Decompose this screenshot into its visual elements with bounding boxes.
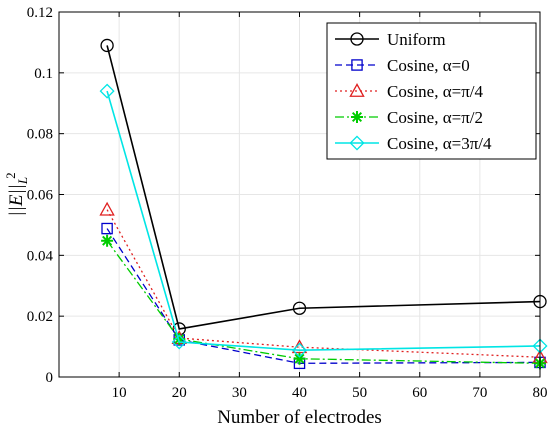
- x-axis-label: Number of electrodes: [217, 407, 382, 428]
- y-axis-label-main: ||E||: [6, 184, 27, 217]
- y-tick-label: 0.06: [27, 188, 54, 204]
- series-lines: [99, 38, 548, 370]
- series-4: [99, 83, 548, 358]
- y-axis-label-superscript: 2: [3, 172, 18, 179]
- legend-label: Uniform: [387, 30, 446, 49]
- marker-circle: [292, 301, 307, 315]
- marker-diamond: [291, 342, 308, 358]
- marker-square: [101, 222, 113, 235]
- legend-item: Cosine, α=π/4: [335, 82, 484, 101]
- legend-label: Cosine, α=π/4: [387, 82, 484, 101]
- legend-item: Cosine, α=0: [335, 56, 470, 75]
- x-tick-label: 20: [172, 385, 187, 401]
- x-tick-label: 80: [533, 385, 548, 401]
- legend-label: Cosine, α=3π/4: [387, 134, 492, 153]
- x-tick-label: 40: [292, 385, 307, 401]
- y-tick-label: 0.04: [27, 248, 54, 264]
- y-tick-label: 0: [46, 370, 54, 386]
- marker-diamond: [99, 83, 115, 99]
- marker-diamond: [171, 334, 187, 350]
- y-axis-label-subscript: L: [15, 177, 30, 185]
- y-tick-label: 0.12: [27, 5, 53, 21]
- legend-label: Cosine, α=π/2: [387, 108, 483, 127]
- legend-item: Cosine, α=π/2: [335, 108, 483, 127]
- legend: Uniform Cosine, α=0 Cosine, α=π/4 Cosine, α…: [326, 22, 537, 160]
- y-tick-label: 0.08: [27, 127, 53, 143]
- series-line: [106, 209, 541, 358]
- y-axis-label: ||E||L2: [3, 172, 30, 216]
- marker-asterisk: [293, 352, 306, 365]
- marker-asterisk: [173, 332, 186, 345]
- series-line: [106, 240, 541, 364]
- series-line: [106, 90, 541, 352]
- legend-item: Cosine, α=3π/4: [335, 134, 492, 153]
- marker-triangle: [349, 83, 365, 97]
- marker-asterisk: [101, 234, 114, 247]
- axis-ticks: 10 20 30 40 50 60 70 80 0 0.02 0.04 0.06 0.08 0.1 0.12: [27, 5, 548, 401]
- marker-asterisk: [351, 111, 363, 123]
- x-tick-label: 10: [112, 385, 127, 401]
- marker-circle: [100, 38, 114, 53]
- marker-triangle: [99, 201, 115, 216]
- x-tick-label: 60: [412, 385, 427, 401]
- y-tick-label: 0.1: [34, 66, 53, 82]
- series-line: [106, 228, 541, 364]
- marker-diamond: [349, 135, 365, 151]
- marker-square: [351, 59, 363, 71]
- y-tick-label: 0.02: [27, 309, 53, 325]
- series-line: [106, 45, 541, 330]
- marker-circle: [350, 32, 364, 46]
- x-tick-label: 30: [232, 385, 247, 401]
- legend-label: Cosine, α=0: [387, 56, 470, 75]
- legend-item: Uniform: [335, 30, 446, 49]
- x-tick-label: 70: [472, 385, 487, 401]
- x-tick-label: 50: [352, 385, 367, 401]
